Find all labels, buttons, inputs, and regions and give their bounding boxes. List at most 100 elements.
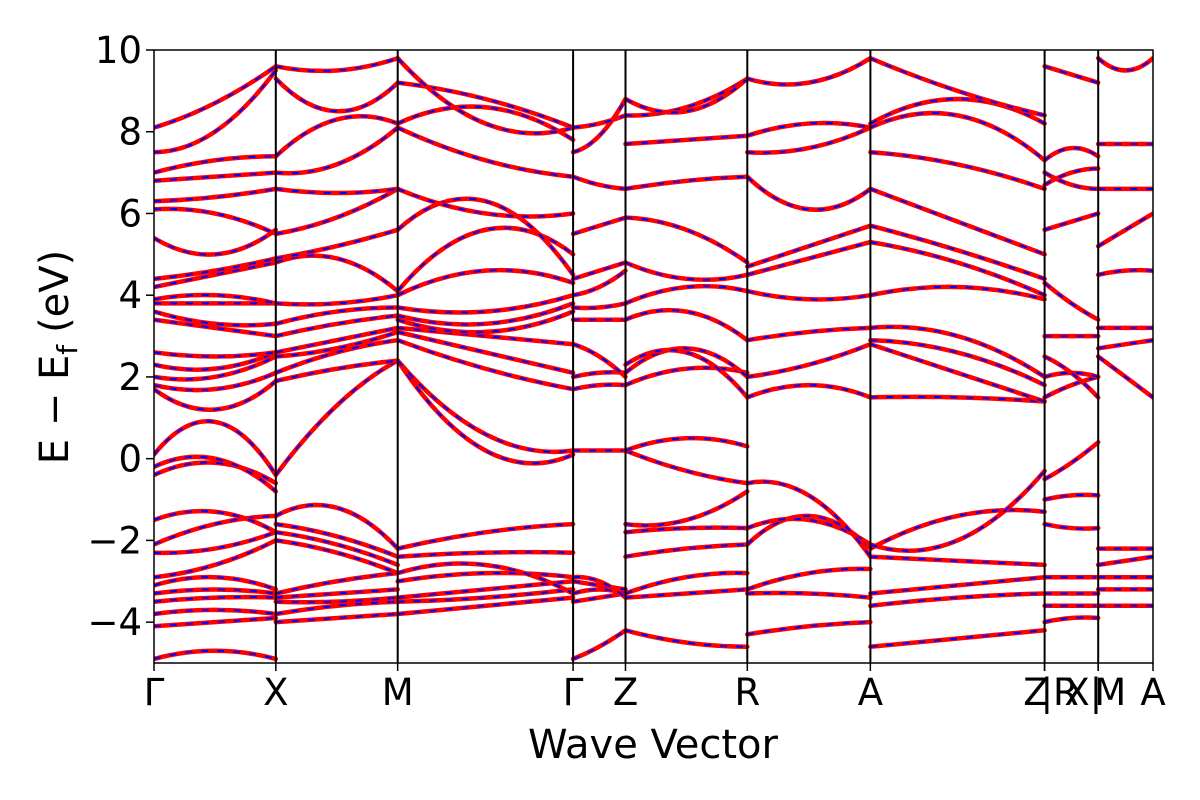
- band-line-blue-s7-b11: [1043, 282, 1099, 321]
- band-line-red-s4-b2: [623, 570, 750, 596]
- band-line-blue-s0-b12: [154, 420, 277, 476]
- band-line-red-s1-b4: [273, 570, 400, 596]
- band-line-blue-s6-b8: [870, 339, 1046, 386]
- y-tick-label-1: −2: [87, 519, 142, 562]
- band-line-blue-s3-b6: [572, 383, 626, 391]
- y-tick-label-2: 0: [118, 438, 142, 481]
- band-line-blue-s3-b8: [572, 343, 627, 378]
- band-line-blue-s5-b12: [746, 175, 872, 211]
- y-axis-label-unit: (eV): [32, 250, 78, 333]
- band-line-blue-s6-b0: [870, 629, 1045, 648]
- band-line-blue-s1-b23: [275, 77, 399, 113]
- band-line-blue-s2-b0: [397, 596, 574, 615]
- band-line-blue-s2-b6: [397, 523, 574, 550]
- band-line-blue-s7-b6: [1044, 441, 1099, 480]
- band-line-red-s0-b19: [154, 309, 279, 328]
- band-line-blue-s6-b13: [870, 187, 1045, 256]
- band-line-blue-s6-b5: [870, 470, 1046, 552]
- band-line-blue-s2-b12: [397, 310, 574, 334]
- band-line-blue-s7-b13: [1044, 167, 1099, 186]
- band-line-red-s4-b13: [623, 260, 750, 283]
- band-line-blue-s3-b10: [573, 302, 626, 309]
- x-tick-label-11: A: [1140, 671, 1165, 714]
- band-line-red-s0-b0: [154, 648, 279, 662]
- band-line-blue-s7-b8: [1044, 371, 1099, 378]
- band-line-blue-s6-b7: [870, 343, 1045, 403]
- band-line-red-s5-b8: [745, 325, 873, 343]
- band-line-blue-s6-b3: [870, 555, 1045, 566]
- band-line-red-s1-b14: [273, 313, 400, 339]
- band-line-red-s1-b15: [273, 305, 400, 327]
- band-line-red-s0-b28: [154, 154, 279, 175]
- band-line-red-s5-b9: [745, 288, 873, 302]
- band-line-red-s6-b16: [868, 96, 1047, 126]
- band-line-red-s0-b18: [154, 317, 279, 339]
- x-tick-label-7: Z: [1023, 671, 1048, 714]
- band-line-red-s1-b18: [273, 227, 400, 261]
- band-line-blue-s2-b16: [396, 226, 574, 292]
- band-line-red-s1-b24: [273, 55, 400, 74]
- band-line-red-s5-b14: [745, 120, 873, 139]
- band-line-red-s4-b3: [623, 542, 750, 559]
- band-line-red-s5-b13: [745, 125, 873, 155]
- band-line-red-s0-b14: [154, 370, 279, 393]
- band-line-blue-s2-b15: [397, 269, 574, 297]
- band-line-red-s0-b7: [154, 529, 279, 556]
- x-tick-label-3: Γ: [563, 671, 584, 714]
- y-tick-label-7: 10: [95, 29, 142, 72]
- plot-frame: [153, 49, 1154, 664]
- band-line-red-s4-b0: [623, 628, 750, 649]
- band-line-blue-s2-b4: [397, 562, 574, 595]
- band-line-blue-s4-b9: [624, 347, 748, 378]
- band-line-red-s0-b9: [154, 508, 279, 535]
- y-tick-label-5: 6: [118, 192, 142, 235]
- band-line-blue-s1-b21: [275, 126, 399, 175]
- band-line-red-s0-b15: [154, 354, 279, 382]
- band-line-blue-s5-b15: [747, 57, 871, 86]
- band-line-red-s4-b4: [623, 525, 750, 535]
- band-line-blue-s3-b15: [572, 98, 627, 154]
- band-line-blue-s6-b11: [870, 241, 1046, 297]
- x-tick-label-0: Γ: [144, 671, 165, 714]
- band-line-blue-s1-b22: [275, 115, 399, 158]
- band-line-blue-s7-b9: [1044, 355, 1099, 399]
- band-line-blue-s2-b20: [397, 105, 574, 141]
- band-line-blue-s3-b12: [572, 261, 626, 280]
- band-line-blue-s2-b9: [397, 339, 574, 391]
- band-line-blue-s6-b10: [870, 285, 1045, 301]
- band-line-blue-s4-b18: [625, 77, 748, 114]
- band-line-red-s0-b25: [154, 206, 279, 237]
- band-line-blue-s2-b2: [397, 580, 574, 599]
- band-line-blue-s4-b11: [625, 309, 748, 341]
- band-line-blue-s2-b13: [397, 302, 574, 326]
- band-line-blue-s7-b16: [1044, 65, 1099, 84]
- band-line-red-s5-b2: [745, 566, 873, 592]
- band-line-blue-s0-b10: [154, 461, 277, 485]
- band-line-blue-s2-b8: [396, 359, 574, 453]
- band-line-red-s0-b21: [154, 292, 279, 306]
- band-line-red-s4-b8: [623, 365, 750, 388]
- band-line-blue-s6-b14: [870, 151, 1045, 190]
- band-line-red-s1-b2: [273, 595, 400, 605]
- band-line-blue-s2-b7: [396, 360, 574, 465]
- band-line-blue-s4-b10: [624, 349, 749, 399]
- band-line-blue-s1-b5: [275, 539, 399, 575]
- band-line-blue-s3-b11: [572, 269, 627, 297]
- band-line-blue-s5-b11: [746, 224, 871, 268]
- x-tick-label-8: |R: [1041, 671, 1079, 714]
- band-line-blue-s2-b21: [397, 81, 574, 129]
- band-line-red-s1-b0: [273, 611, 400, 625]
- band-line-blue-s1-b19: [275, 188, 399, 235]
- x-tick-label-1: X: [263, 671, 288, 714]
- bands-layer: [154, 55, 1153, 662]
- y-axis-label-subscript: f: [51, 344, 84, 355]
- band-line-red-s0-b5: [154, 574, 279, 592]
- band-line-blue-s5-b5: [747, 480, 872, 558]
- band-line-blue-s2-b5: [397, 551, 574, 558]
- band-line-blue-s8-b9: [1097, 212, 1153, 248]
- band-line-blue-s2-b22: [396, 57, 574, 135]
- band-line-blue-s1-b17: [275, 254, 399, 292]
- band-line-blue-s0-b29: [154, 69, 277, 154]
- band-line-blue-s8-b12: [1097, 57, 1153, 72]
- band-line-blue-s3-b14: [572, 175, 626, 190]
